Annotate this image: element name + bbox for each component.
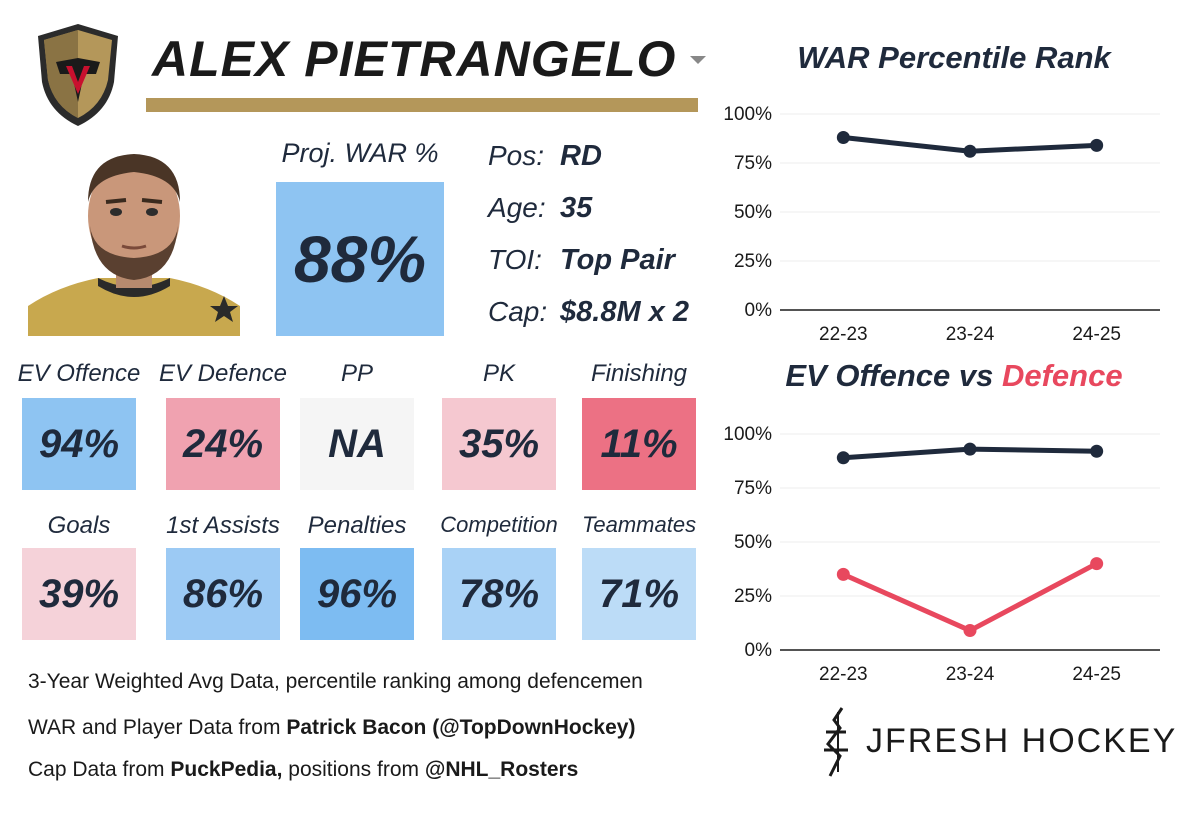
footnote-source-name: Patrick Bacon (@TopDownHockey) (286, 716, 636, 739)
info-key: TOI: (488, 244, 542, 275)
y-tick-label: 0% (745, 640, 773, 661)
info-row-toi: TOI: Top Pair (488, 240, 675, 280)
player-name: ALEX PIETRANGELO (152, 31, 677, 87)
x-tick-label: 24-25 (1072, 324, 1121, 345)
footnote-text: Cap Data from (28, 758, 171, 781)
stat-label-competition: Competition (440, 512, 558, 537)
proj-war-label: Proj. WAR % (281, 138, 439, 168)
stat-box-1st-assists: 86% (166, 548, 280, 640)
footnote-war-source: WAR and Player Data from Patrick Bacon (… (28, 716, 635, 740)
chart-title-vs: vs (950, 358, 1002, 393)
stat-box-ev-offence: 94% (22, 398, 136, 490)
proj-war-value: 88% (276, 182, 444, 336)
stat-label-ev-defence: EV Defence (158, 360, 288, 387)
chart-title-defence: Defence (1001, 358, 1123, 393)
y-tick-label: 75% (734, 478, 772, 499)
y-tick-label: 25% (734, 586, 772, 607)
y-tick-label: 50% (734, 202, 772, 223)
footnote-methodology: 3-Year Weighted Avg Data, percentile ran… (28, 670, 643, 693)
title-underline (146, 98, 698, 112)
data-point (836, 451, 850, 465)
y-tick-label: 50% (734, 532, 772, 553)
team-logo-icon (38, 24, 118, 126)
stat-box-penalties: 96% (300, 548, 414, 640)
data-point (836, 567, 850, 581)
stat-box-teammates: 71% (582, 548, 696, 640)
info-value: RD (560, 139, 602, 172)
stat-label-ev-offence: EV Offence (17, 360, 141, 387)
stat-label-pk: PK (482, 360, 515, 387)
ev-offence-defence-chart: 0% 25% 50% 75% 100% 22-23 23-24 24-25 (723, 424, 1160, 685)
war-percentile-chart: 0% 25% 50% 75% 100% 22-23 23-24 24-25 (723, 104, 1160, 345)
info-row-age: Age: 35 (488, 188, 592, 228)
brand-name: JFRESH HOCKEY (866, 722, 1178, 760)
chart-title-war: WAR Percentile Rank (797, 40, 1111, 75)
info-row-cap: Cap: $8.8M x 2 (488, 292, 689, 332)
stat-label-goals: Goals (47, 512, 111, 539)
stat-box-competition: 78% (442, 548, 556, 640)
data-point (963, 442, 977, 456)
x-tick-label: 22-23 (819, 324, 868, 345)
y-tick-label: 100% (723, 424, 772, 445)
info-key: Cap: (488, 296, 548, 327)
footnote-source-name: @NHL_Rosters (424, 758, 579, 781)
chevron-down-icon[interactable] (690, 56, 706, 64)
data-point (836, 131, 850, 145)
y-tick-label: 75% (734, 153, 772, 174)
player-photo (28, 154, 240, 336)
data-point (963, 144, 977, 158)
jfresh-logo-icon (824, 707, 848, 777)
x-tick-label: 23-24 (946, 324, 995, 345)
info-row-position: Pos: RD (488, 136, 602, 176)
y-tick-label: 25% (734, 251, 772, 272)
stat-label-teammates: Teammates (581, 512, 697, 537)
stat-box-pp: NA (300, 398, 414, 490)
stat-label-finishing: Finishing (590, 360, 688, 387)
chart-title-offence: EV Offence (785, 358, 951, 393)
stat-label-1st-assists: 1st Assists (166, 512, 280, 539)
stat-box-finishing: 11% (582, 398, 696, 490)
stat-label-pp: PP (340, 360, 373, 387)
stat-label-penalties: Penalties (307, 512, 407, 539)
data-point (1090, 138, 1104, 152)
data-point (1090, 557, 1104, 571)
chart-title-ev: EV Offence vs Defence (728, 358, 1180, 394)
series-line-1 (842, 561, 1098, 634)
stat-box-goals: 39% (22, 548, 136, 640)
x-tick-label: 22-23 (819, 664, 868, 685)
y-tick-label: 0% (745, 300, 773, 321)
info-key: Age: (488, 192, 546, 223)
x-tick-label: 23-24 (946, 664, 995, 685)
info-value: 35 (560, 191, 593, 224)
y-tick-label: 100% (723, 104, 772, 125)
footnote-source-name: PuckPedia, (170, 758, 283, 781)
x-tick-label: 24-25 (1072, 664, 1121, 685)
info-value: Top Pair (560, 243, 675, 276)
info-value: $8.8M x 2 (560, 295, 689, 328)
footnote-cap-source: Cap Data from PuckPedia, positions from … (28, 758, 578, 782)
stat-box-pk: 35% (442, 398, 556, 490)
data-point (1090, 444, 1104, 458)
footnote-text: WAR and Player Data from (28, 716, 287, 739)
footnote-text: positions from (282, 758, 425, 781)
data-point (963, 624, 977, 638)
stat-box-ev-defence: 24% (166, 398, 280, 490)
info-key: Pos: (488, 140, 545, 171)
